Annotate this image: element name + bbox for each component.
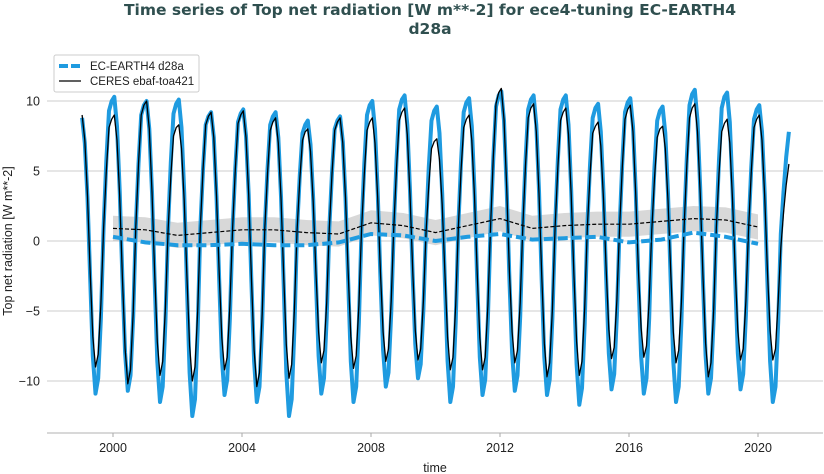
x-tick-label: 2016 (615, 441, 643, 455)
x-tick-label: 2020 (744, 441, 772, 455)
x-tick-label: 2008 (357, 441, 385, 455)
x-tick-label: 2004 (228, 441, 256, 455)
legend-label-obs: CERES ebaf-toa421 (90, 76, 194, 88)
y-tick-label: 0 (33, 235, 40, 249)
legend-label-model: EC-EARTH4 d28a (90, 61, 184, 73)
x-tick-label: 2000 (99, 441, 127, 455)
legend: EC-EARTH4 d28a CERES ebaf-toa421 (53, 54, 200, 93)
chart-title-line2: d28a (408, 20, 451, 38)
y-tick-label: 10 (26, 95, 40, 109)
y-tick-label: −10 (19, 375, 40, 389)
y-tick-label: 5 (33, 165, 40, 179)
chart-title: Time series of Top net radiation [W m**-… (124, 1, 736, 19)
axes: −10 −5 0 5 10 2000 2004 2008 2012 2016 2020 (19, 95, 823, 455)
running-mean-obs (112, 217, 759, 237)
obs-uncertainty-band (113, 206, 758, 248)
series-lines (80, 87, 791, 418)
legend-box (53, 54, 200, 93)
series-line-obs (81, 87, 790, 388)
x-tick-label: 2012 (486, 441, 514, 455)
obs-running-mean-band (113, 206, 758, 248)
y-axis-label: Top net radiation [W m**-2] (1, 166, 15, 315)
running-mean-model (112, 230, 759, 248)
y-tick-label: −5 (26, 305, 40, 319)
x-axis-label: time (423, 461, 447, 474)
